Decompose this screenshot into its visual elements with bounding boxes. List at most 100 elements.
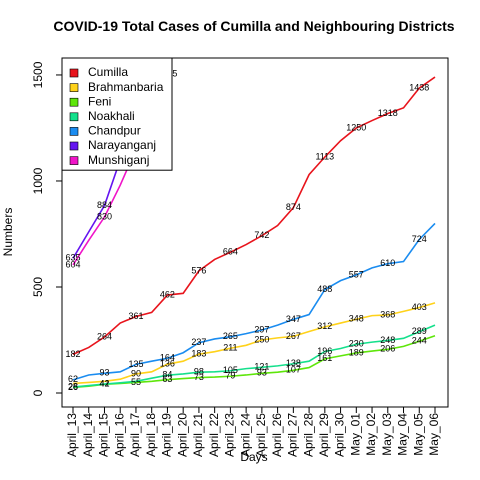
value-label: 182	[65, 349, 80, 359]
legend-label: Cumilla	[88, 65, 128, 79]
value-label: 93	[99, 368, 109, 378]
value-label: 830	[97, 211, 112, 221]
legend-swatch	[69, 112, 79, 122]
series-line	[72, 76, 436, 356]
value-label: 361	[128, 311, 143, 321]
value-label: 105	[223, 365, 238, 375]
value-label: 265	[223, 331, 238, 341]
value-label: 93	[257, 368, 267, 378]
x-tick-label: May_04	[396, 413, 410, 456]
value-label: 73	[194, 372, 204, 382]
x-tick-label: April_13	[65, 413, 79, 457]
value-label: 742	[254, 230, 269, 240]
y-tick-label: 500	[31, 277, 45, 297]
value-label: 98	[194, 367, 204, 377]
value-label: 368	[380, 309, 395, 319]
legend-swatch	[69, 83, 79, 92]
value-label: 41	[99, 379, 109, 389]
x-tick-label: April_21	[191, 413, 205, 457]
value-label: 312	[317, 321, 332, 331]
x-tick-label: April_15	[97, 413, 111, 457]
x-tick-label: April_23	[223, 413, 237, 457]
value-label: 297	[254, 324, 269, 334]
x-tick-label: May_02	[364, 413, 378, 456]
series-line	[72, 222, 436, 381]
x-tick-label: April_29	[317, 413, 331, 457]
x-tick-label: April_14	[81, 413, 95, 457]
value-label: 557	[349, 269, 364, 279]
x-tick-label: May_06	[427, 413, 441, 456]
value-label: 248	[380, 335, 395, 345]
value-label: 138	[286, 358, 301, 368]
legend-swatch	[69, 141, 79, 151]
x-tick-label: April_19	[160, 413, 174, 457]
value-label: 724	[412, 234, 427, 244]
value-label: 403	[412, 302, 427, 312]
value-label: 211	[223, 343, 237, 353]
series-line	[72, 324, 436, 388]
legend: CumillaBrahmanbariaFeniNoakhaliChandpurN…	[61, 57, 173, 171]
value-label: 26	[68, 382, 78, 392]
value-label: 576	[191, 265, 206, 275]
y-tick-label: 1500	[31, 61, 45, 88]
x-tick-label: April_17	[128, 413, 142, 457]
value-label: 161	[317, 353, 332, 363]
value-label: 136	[160, 359, 175, 369]
y-tick-label: 1000	[31, 167, 45, 194]
legend-label: Noakhali	[88, 109, 135, 123]
value-label: 264	[97, 331, 112, 341]
value-label: 230	[349, 339, 364, 349]
value-label: 664	[223, 247, 238, 257]
value-label: 62	[68, 374, 78, 384]
value-label: 1250	[346, 122, 366, 132]
x-tick-label: April_28	[301, 413, 315, 457]
value-label: 884	[97, 200, 112, 210]
x-tick-label: May_03	[380, 413, 394, 456]
x-tick-label: April_18	[144, 413, 158, 457]
value-label: 347	[286, 314, 301, 324]
series-line	[72, 302, 436, 385]
legend-label: Chandpur	[88, 124, 141, 138]
value-label: 90	[131, 368, 141, 378]
legend-swatch	[69, 127, 79, 136]
x-tick-label: April_24	[238, 413, 252, 457]
legend-label: Munshiganj	[88, 153, 149, 167]
data-labels: 182 264 361 462 576 664 742 874 1113 1250 1318 1438…	[65, 68, 429, 392]
x-tick-label: April_16	[112, 413, 126, 457]
value-label: 121	[254, 362, 269, 372]
legend-label: Feni	[88, 94, 111, 108]
value-label: 610	[380, 258, 395, 268]
value-label: 635	[65, 253, 80, 263]
value-label: 84	[162, 370, 172, 380]
series-line	[72, 335, 436, 389]
value-label: 63	[162, 374, 172, 384]
chart-title: COVID-19 Total Cases of Cumilla and Neig…	[53, 18, 454, 34]
legend-label: Narayanganj	[88, 138, 156, 152]
value-label: 183	[191, 349, 206, 359]
value-label: 1113	[315, 151, 334, 161]
x-tick-label: May_01	[348, 413, 362, 456]
x-tick-label: April_25	[254, 413, 268, 457]
y-axis-label: Numbers	[1, 208, 15, 257]
value-label: 55	[131, 377, 141, 387]
y-tick-label: 0	[31, 389, 45, 396]
legend-swatch	[69, 68, 79, 78]
legend-swatch	[69, 156, 79, 165]
value-label: 42	[99, 378, 109, 388]
value-label: 874	[286, 202, 301, 212]
x-tick-label: April_30	[333, 413, 347, 457]
legend-box	[61, 57, 173, 171]
value-label: 250	[254, 334, 269, 344]
x-tick-label: April_27	[286, 413, 300, 457]
x-axis-label: Days	[240, 450, 267, 464]
value-label: 164	[160, 353, 175, 363]
value-label: 1318	[378, 108, 398, 118]
value-label: 28	[68, 381, 78, 391]
x-tick-label: April_20	[175, 413, 189, 457]
legend-swatch	[69, 97, 79, 107]
value-label: 206	[380, 344, 395, 354]
value-label: 1438	[409, 82, 429, 92]
x-tick-label: April_22	[207, 413, 221, 457]
value-label: 79	[225, 371, 235, 381]
